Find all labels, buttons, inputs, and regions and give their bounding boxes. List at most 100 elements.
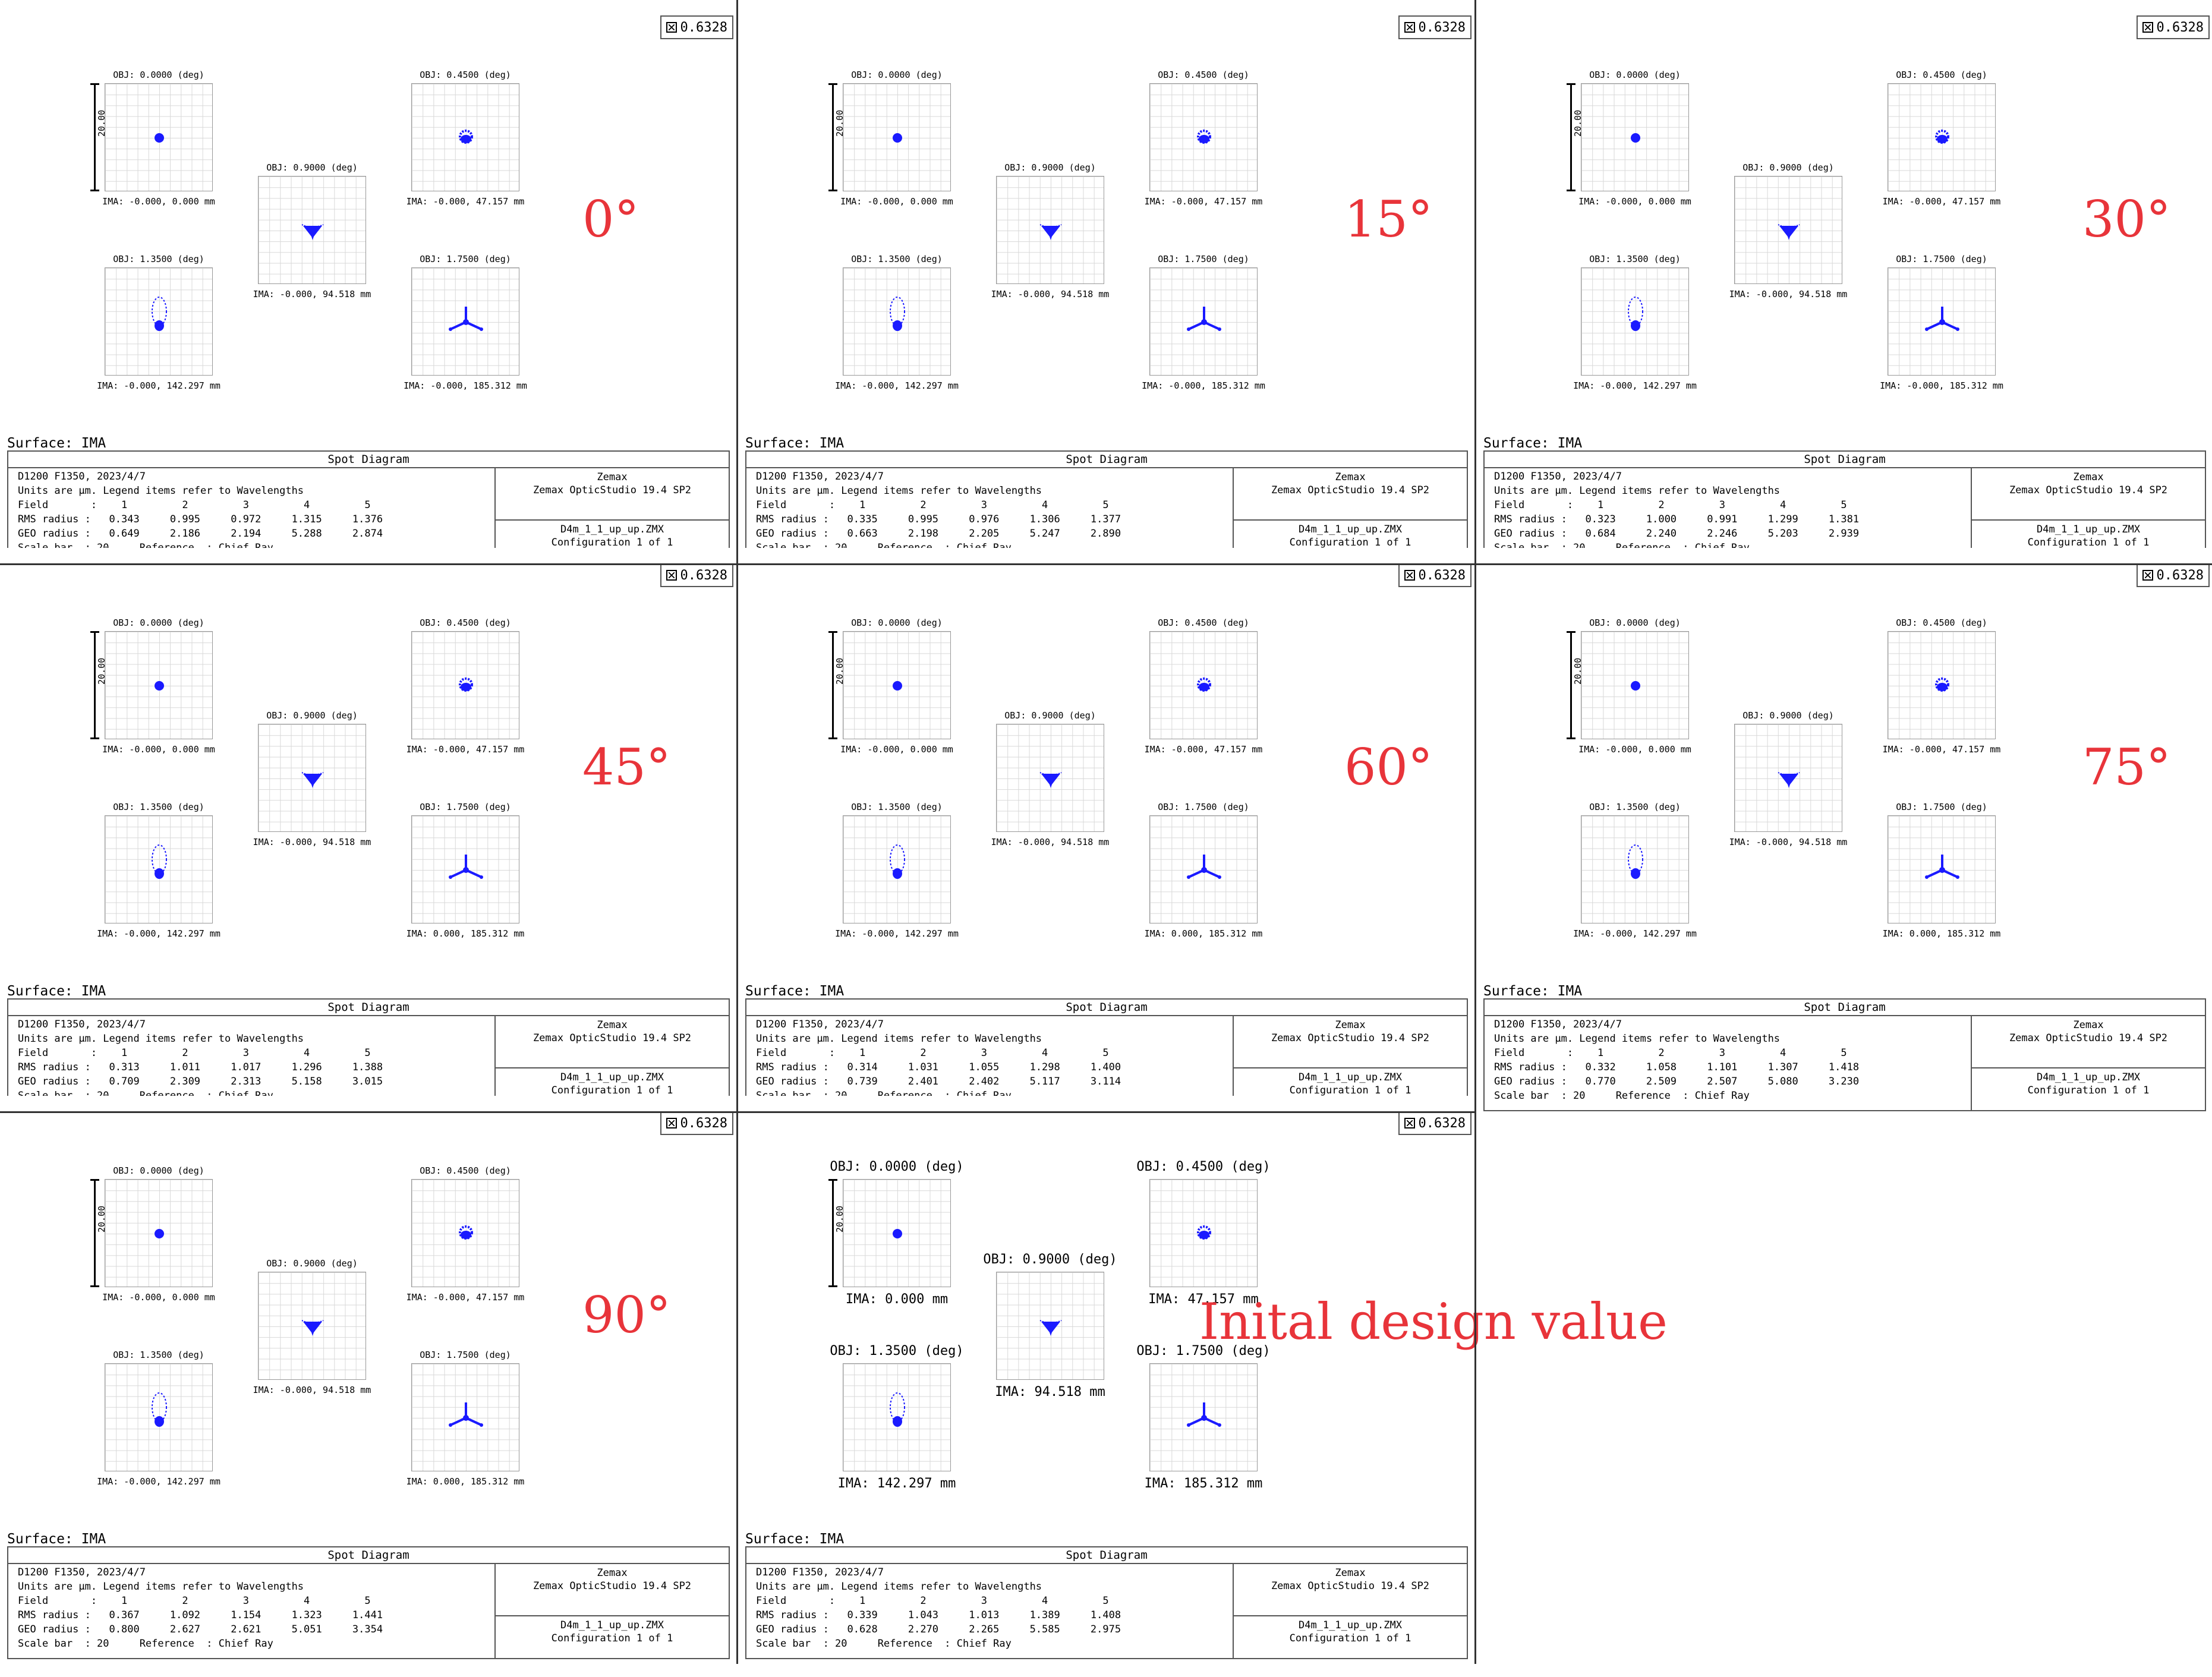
spot-pattern <box>1628 844 1643 879</box>
spot-plot-field-3 <box>996 176 1104 284</box>
checkbox-icon[interactable] <box>1404 22 1415 33</box>
spot-mark <box>1218 875 1221 879</box>
product-name: Zemax OpticStudio 19.4 SP2 <box>1271 484 1430 496</box>
info-line1: D1200 F1350, 2023/4/7 <box>1494 471 1622 483</box>
product-name: Zemax OpticStudio 19.4 SP2 <box>532 1580 692 1592</box>
geo-row: GEO radius : 0.709 2.309 2.313 5.158 3.0… <box>18 1076 414 1087</box>
checkbox-icon[interactable] <box>2142 22 2153 33</box>
spot-pattern <box>152 1392 167 1427</box>
spot-plot-field-1 <box>843 631 951 739</box>
spot-plot-field-2 <box>1149 631 1258 739</box>
field-row: Field : 1 2 3 4 5 <box>18 1595 414 1607</box>
spot-plot-field-3 <box>1734 724 1842 832</box>
ima-label: IMA: -0.000, 142.297 mm <box>97 380 220 391</box>
info-company: Zemax Zemax OpticStudio 19.4 SP2 <box>1234 467 1467 521</box>
wavelength-legend[interactable]: 0.6328 <box>1398 563 1471 587</box>
ima-label: IMA: -0.000, 47.157 mm <box>1144 744 1263 755</box>
rms-row: RMS radius : 0.314 1.031 1.055 1.298 1.4… <box>756 1061 1152 1073</box>
company-name: Zemax <box>1335 471 1366 483</box>
wavelength-value: 0.6328 <box>2156 20 2204 35</box>
spot-pattern <box>1187 307 1221 331</box>
spot-plot-field-1 <box>105 83 213 191</box>
rms-row: RMS radius : 0.367 1.092 1.154 1.323 1.4… <box>18 1609 414 1621</box>
scale-bar-row: Scale bar : 20 Reference : Chief Ray <box>756 1638 1012 1650</box>
spot-pattern <box>301 224 324 240</box>
obj-label: OBJ: 1.7500 (deg) <box>1158 802 1249 812</box>
spot-plot-field-1 <box>1581 631 1689 739</box>
info-table: Spot Diagram D1200 F1350, 2023/4/7 Units a… <box>745 998 1468 1111</box>
angle-annotation: 60° <box>1344 738 1433 796</box>
spot-plot-field-4 <box>105 267 213 376</box>
spot-pattern <box>1197 677 1211 692</box>
spot-plot-field-1 <box>1581 83 1689 191</box>
obj-label: OBJ: 1.7500 (deg) <box>420 1350 511 1360</box>
obj-label: OBJ: 1.3500 (deg) <box>1589 254 1681 264</box>
spot-mark <box>893 1416 902 1427</box>
spot-mark <box>461 135 471 143</box>
field-row: Field : 1 2 3 4 5 <box>756 1595 1152 1607</box>
spot-mark <box>1942 869 1958 878</box>
ima-label: IMA: -0.000, 142.297 mm <box>835 380 959 391</box>
file-name: D4m_1_1_up_up.ZMX <box>1299 524 1402 535</box>
wavelength-legend[interactable]: 0.6328 <box>2136 15 2210 39</box>
obj-label: OBJ: 0.9000 (deg) <box>983 1252 1117 1267</box>
info-line2: Units are µm. Legend items refer to Wave… <box>18 485 304 497</box>
spot-mark <box>450 1417 467 1426</box>
wavelength-value: 0.6328 <box>1418 1115 1466 1131</box>
ima-label: IMA: 0.000, 185.312 mm <box>1144 928 1263 939</box>
ima-label: IMA: 185.312 mm <box>1144 1476 1263 1491</box>
info-file: D4m_1_1_up_up.ZMX Configuration 1 of 1 <box>496 521 729 562</box>
checkbox-icon[interactable] <box>666 570 677 581</box>
scale-bar <box>1567 631 1576 739</box>
company-name: Zemax <box>597 1567 628 1579</box>
rms-row: RMS radius : 0.323 1.000 0.991 1.299 1.3… <box>1494 513 1890 525</box>
info-table: Spot Diagram D1200 F1350, 2023/4/7 Units a… <box>7 450 730 563</box>
spot-plot-field-4 <box>1581 815 1689 923</box>
spot-mark <box>1926 869 1943 878</box>
checkbox-icon[interactable] <box>1404 1118 1415 1128</box>
company-name: Zemax <box>2073 1019 2104 1031</box>
obj-label: OBJ: 1.3500 (deg) <box>1589 802 1681 812</box>
info-left: D1200 F1350, 2023/4/7 Units are µm. Legen… <box>8 1015 496 1110</box>
obj-label: OBJ: 0.4500 (deg) <box>420 70 511 80</box>
angle-annotation: 0° <box>582 190 639 248</box>
spot-mark <box>1041 774 1060 788</box>
obj-label: OBJ: 0.9000 (deg) <box>1742 162 1834 173</box>
ima-label: IMA: 0.000, 185.312 mm <box>406 1476 525 1487</box>
spot-diagram-panel: 0.6328 20.00 OBJ: 0.0000 (deg) IMA: -0.000,… <box>738 0 1475 563</box>
field-row: Field : 1 2 3 4 5 <box>756 1047 1152 1059</box>
checkbox-icon[interactable] <box>666 22 677 33</box>
ima-label: IMA: -0.000, 47.157 mm <box>1144 196 1263 207</box>
wavelength-legend[interactable]: 0.6328 <box>660 1111 733 1135</box>
spot-mark <box>301 224 324 228</box>
spot-mark <box>1203 1417 1220 1426</box>
info-company: Zemax Zemax OpticStudio 19.4 SP2 <box>496 467 729 521</box>
spot-pattern <box>301 772 324 788</box>
wavelength-legend[interactable]: 0.6328 <box>660 15 733 39</box>
info-line2: Units are µm. Legend items refer to Wave… <box>18 1033 304 1045</box>
spot-pattern <box>152 297 167 331</box>
surface-label: Surface: IMA <box>7 436 106 451</box>
spot-mark <box>1203 321 1220 330</box>
file-name: D4m_1_1_up_up.ZMX <box>2037 1071 2140 1083</box>
info-company: Zemax Zemax OpticStudio 19.4 SP2 <box>496 1015 729 1068</box>
checkbox-icon[interactable] <box>1404 570 1415 581</box>
spot-pattern <box>449 307 483 331</box>
spot-pattern <box>1925 307 1959 331</box>
spot-pattern <box>1187 1402 1221 1427</box>
info-table: Spot Diagram D1200 F1350, 2023/4/7 Units a… <box>745 1546 1468 1659</box>
product-name: Zemax OpticStudio 19.4 SP2 <box>532 1032 692 1044</box>
product-name: Zemax OpticStudio 19.4 SP2 <box>1271 1580 1430 1592</box>
wavelength-legend[interactable]: 0.6328 <box>660 563 733 587</box>
checkbox-icon[interactable] <box>666 1118 677 1128</box>
scale-bar <box>90 83 99 191</box>
info-line2: Units are µm. Legend items refer to Wave… <box>756 485 1042 497</box>
spot-mark <box>152 297 167 326</box>
spot-mark <box>303 774 322 788</box>
info-line1: D1200 F1350, 2023/4/7 <box>1494 1019 1622 1030</box>
wavelength-legend[interactable]: 0.6328 <box>1398 15 1471 39</box>
checkbox-icon[interactable] <box>2142 570 2153 581</box>
ima-label: IMA: -0.000, 185.312 mm <box>1142 380 1265 391</box>
wavelength-legend[interactable]: 0.6328 <box>2136 563 2210 587</box>
wavelength-legend[interactable]: 0.6328 <box>1398 1111 1471 1135</box>
